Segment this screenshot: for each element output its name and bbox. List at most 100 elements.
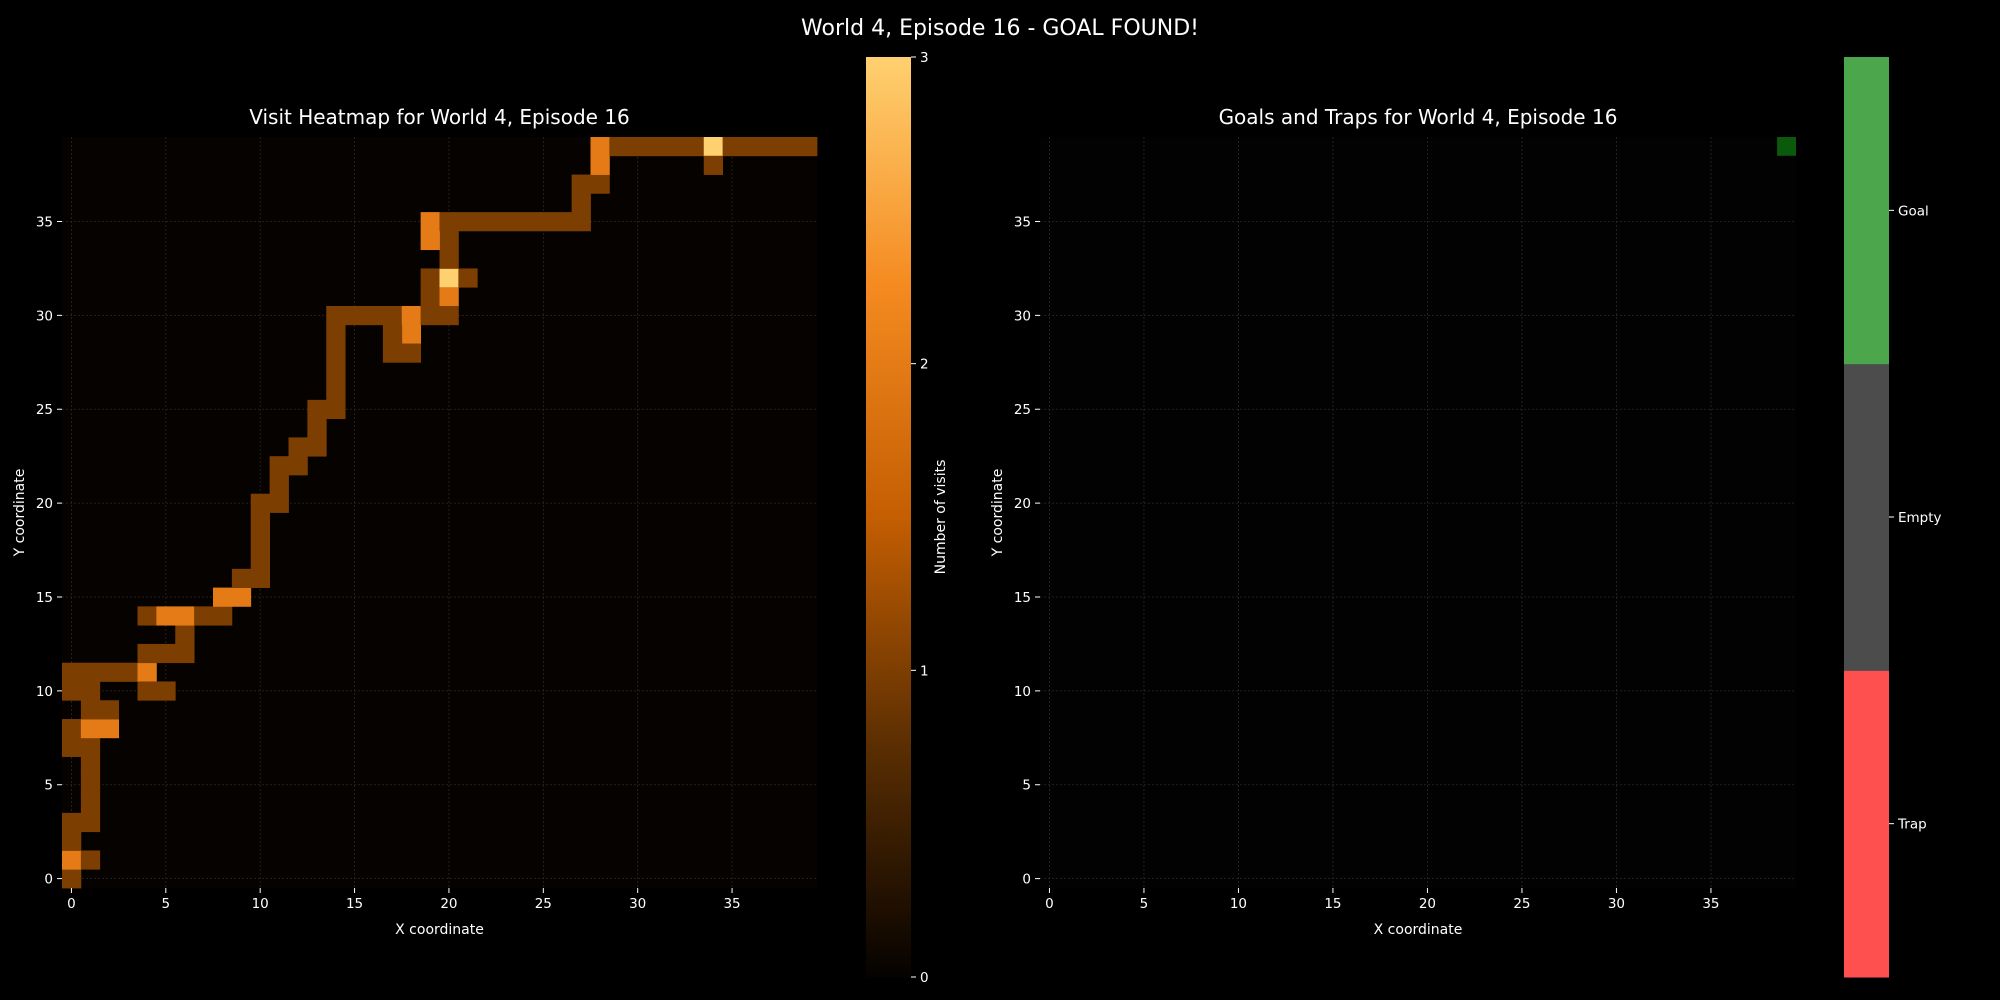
- x-tick-label: 25: [1513, 896, 1530, 912]
- heatmap-cell: [439, 268, 459, 288]
- visit-heatmap-cells: [62, 137, 818, 889]
- heatmap-cell: [741, 137, 761, 157]
- heatmap-cell: [722, 137, 742, 157]
- heatmap-cell: [137, 643, 157, 664]
- visit-heatmap-x-label: X coordinate: [395, 922, 484, 938]
- goals-traps-y-label: Y coordinate: [990, 469, 1006, 558]
- heatmap-cell: [382, 343, 403, 363]
- goals-traps-background: [1040, 137, 1796, 888]
- y-tick-label: 20: [1014, 496, 1031, 512]
- heatmap-cell: [326, 305, 346, 326]
- y-tick-label: 15: [1014, 590, 1031, 606]
- x-tick-label: 5: [1140, 896, 1149, 912]
- goals-traps-grid: [1040, 137, 1796, 888]
- visit-heatmap-title: Visit Heatmap for World 4, Episode 16: [249, 105, 630, 129]
- y-tick-label: 15: [36, 590, 53, 606]
- heatmap-cell: [647, 137, 667, 157]
- heatmap-cell: [515, 212, 535, 232]
- heatmap-cell: [533, 212, 554, 232]
- heatmap-cell: [213, 606, 233, 626]
- colorbar-tick-label: 2: [920, 357, 929, 373]
- y-tick-label: 0: [1022, 872, 1031, 888]
- heatmap-cell: [439, 249, 459, 269]
- heatmap-cell: [307, 418, 327, 438]
- heatmap-cell: [137, 606, 157, 626]
- heatmap-cell: [99, 662, 120, 682]
- heatmap-cell: [458, 268, 478, 288]
- heatmap-cell: [439, 287, 459, 307]
- heatmap-cell: [175, 643, 195, 664]
- heatmap-cell: [552, 212, 573, 232]
- heatmap-cell: [364, 305, 384, 326]
- heatmap-cell: [80, 775, 101, 795]
- heatmap-cell: [703, 155, 724, 175]
- heatmap-cell: [590, 174, 610, 194]
- x-tick-label: 5: [162, 896, 171, 912]
- heatmap-cell: [382, 305, 403, 326]
- x-tick-label: 35: [1702, 896, 1719, 912]
- heatmap-cell: [250, 550, 271, 570]
- heatmap-cell: [80, 756, 101, 776]
- heatmap-cell: [590, 155, 610, 175]
- x-tick-label: 20: [440, 896, 457, 912]
- heatmap-cell: [326, 343, 346, 363]
- y-tick-label: 20: [36, 496, 53, 512]
- x-tick-label: 20: [1419, 896, 1436, 912]
- heatmap-cell: [628, 137, 648, 157]
- heatmap-cell: [420, 268, 440, 288]
- heatmap-cell: [382, 324, 403, 344]
- x-tick-label: 10: [1230, 896, 1247, 912]
- heatmap-cell: [62, 850, 82, 870]
- heatmap-cell: [62, 737, 82, 757]
- heatmap-cell: [156, 681, 176, 701]
- heatmap-cell: [250, 512, 271, 532]
- x-tick-label: 0: [67, 896, 76, 912]
- heatmap-cell: [62, 681, 82, 701]
- heatmap-cell: [571, 174, 591, 194]
- heatmap-cell: [269, 493, 289, 513]
- heatmap-cell: [194, 606, 214, 626]
- y-tick-label: 30: [1014, 308, 1031, 324]
- heatmap-cell: [307, 399, 327, 420]
- x-tick-label: 10: [252, 896, 269, 912]
- colorbar-tick-label: 0: [920, 970, 929, 986]
- heatmap-cell: [288, 437, 308, 457]
- heatmap-cell: [156, 643, 176, 664]
- goals-traps-panel: 0 5 10 15 20 25 30 35 0 5 10 15 20 25 30 35 Goals and …: [990, 105, 1796, 938]
- goals-traps-x-ticks: 0 5 10 15 20 25 30 35: [1045, 888, 1720, 912]
- heatmap-cell: [175, 625, 195, 645]
- colorbar-tick-label: Goal: [1898, 203, 1929, 219]
- heatmap-cell: [99, 719, 120, 739]
- heatmap-cell: [62, 719, 82, 739]
- heatmap-cell: [590, 137, 610, 157]
- heatmap-cell: [439, 230, 459, 251]
- heatmap-cell: [571, 212, 591, 232]
- heatmap-cell: [213, 587, 233, 607]
- y-tick-label: 35: [36, 214, 53, 230]
- visits-colorbar: 0 1 2 3 Number of visits: [866, 50, 949, 986]
- y-tick-label: 5: [1022, 778, 1031, 794]
- heatmap-cell: [80, 719, 101, 739]
- heatmap-cell: [231, 568, 252, 588]
- heatmap-cell: [80, 737, 101, 757]
- heatmap-cell: [62, 662, 82, 682]
- y-tick-label: 10: [36, 684, 53, 700]
- heatmap-cell: [477, 212, 497, 232]
- heatmap-cell: [250, 493, 271, 513]
- y-tick-label: 25: [1014, 402, 1031, 418]
- heatmap-cell: [250, 568, 271, 588]
- categories-colorbar-ticks: Trap Empty Goal: [1889, 203, 1942, 833]
- goals-traps-y-ticks: 0 5 10 15 20 25 30 35: [1014, 214, 1040, 888]
- heatmap-cell: [420, 212, 440, 232]
- heatmap-cell: [156, 606, 176, 626]
- heatmap-cell: [420, 230, 440, 251]
- heatmap-cell: [231, 587, 252, 607]
- figure-suptitle: World 4, Episode 16 - GOAL FOUND!: [801, 16, 1199, 41]
- heatmap-cell: [80, 700, 101, 720]
- goals-traps-cells: [1777, 137, 1796, 156]
- heatmap-cell: [62, 831, 82, 851]
- x-tick-label: 25: [535, 896, 552, 912]
- heatmap-cell: [345, 305, 365, 326]
- heatmap-cell: [250, 531, 271, 551]
- x-tick-label: 15: [1324, 896, 1341, 912]
